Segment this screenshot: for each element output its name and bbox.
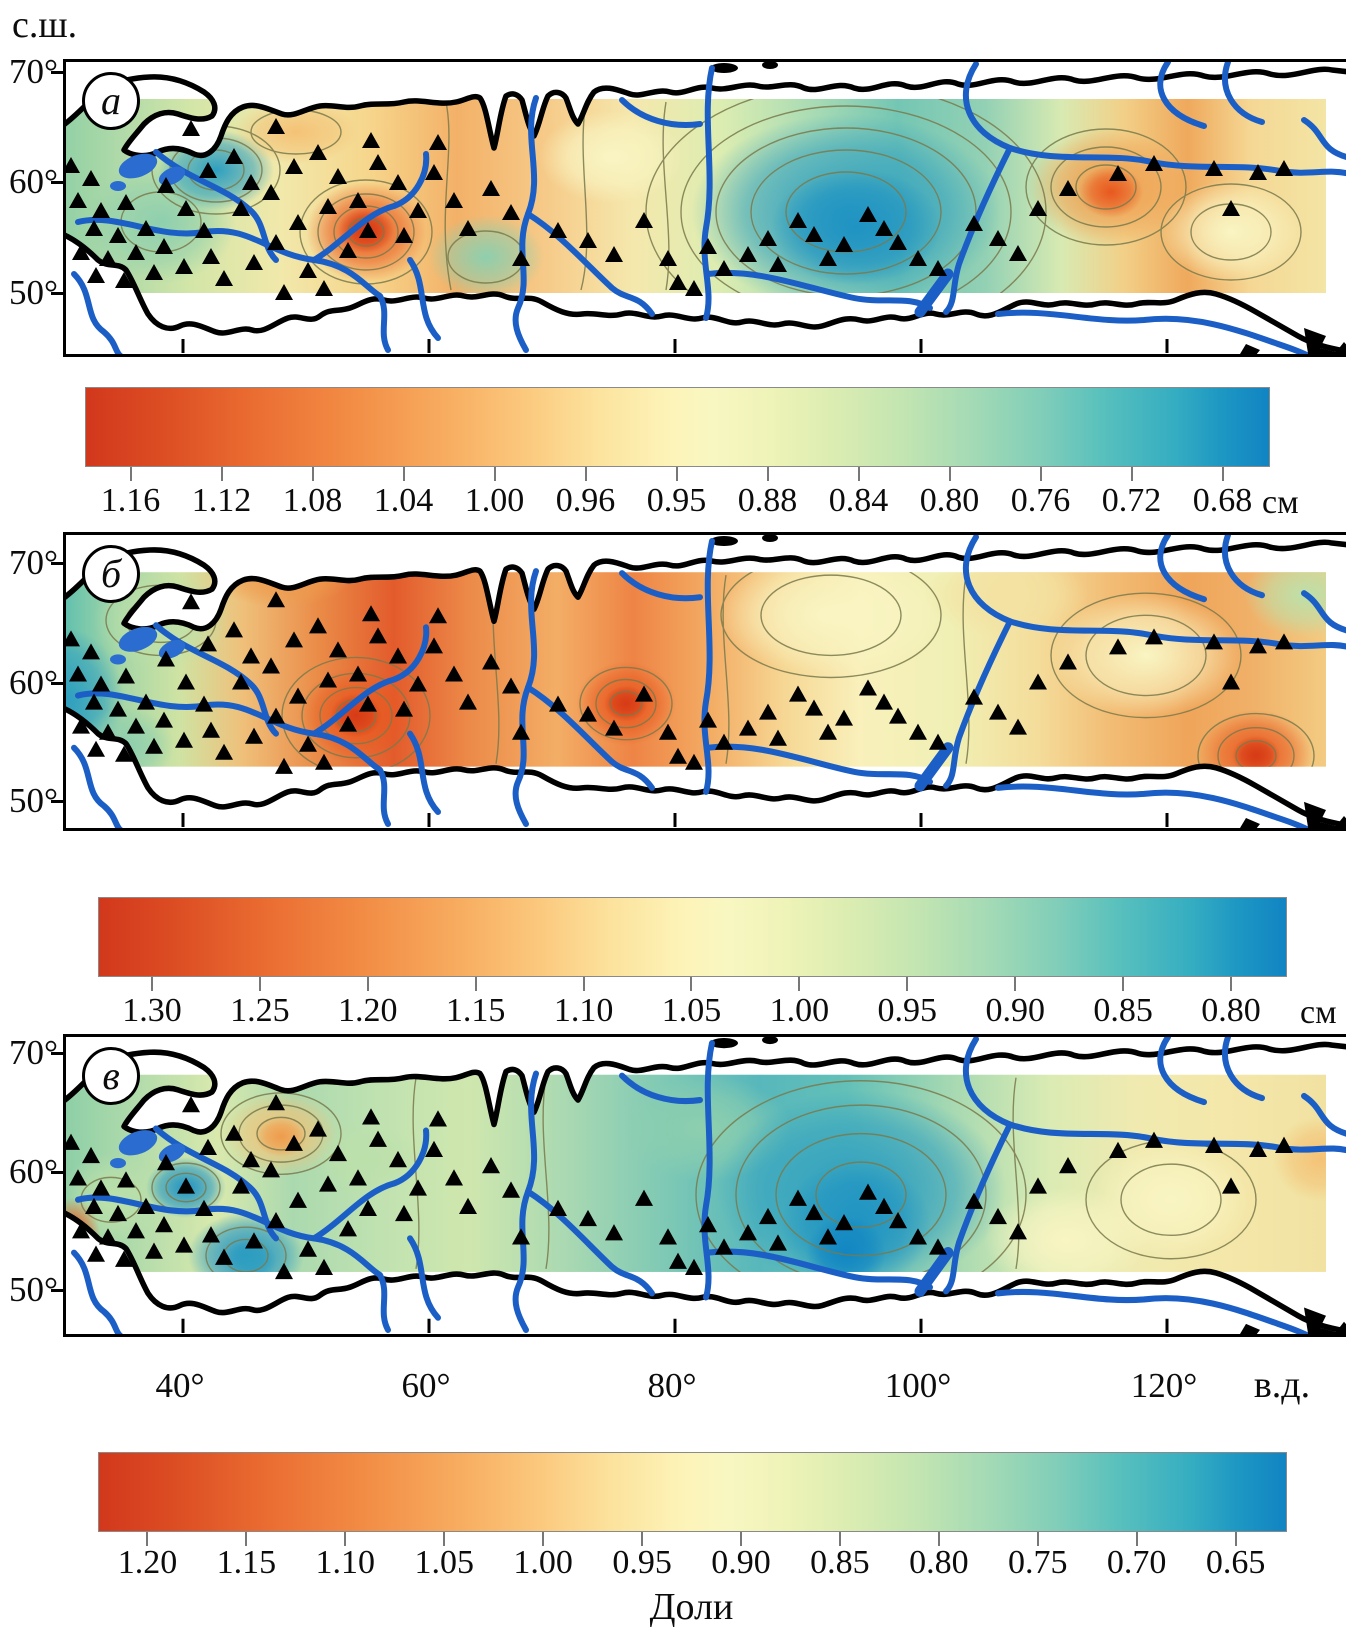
lat-tick xyxy=(51,1171,63,1174)
map-panel-v-canvas xyxy=(66,1037,1346,1334)
map-panel-a-canvas xyxy=(66,62,1346,354)
lon-label-40: 40° xyxy=(155,1366,205,1405)
lat-label-70-b: 70° xyxy=(9,543,58,582)
map-panel-a: а xyxy=(63,59,1346,357)
lat-label-60-a: 60° xyxy=(9,162,58,201)
panel-label-v: в xyxy=(82,1047,140,1105)
lat-tick xyxy=(51,1052,63,1055)
lat-label-50-b: 50° xyxy=(9,781,58,820)
colorbar-b-labels: 1.30 1.25 1.20 1.15 1.10 1.05 1.00 0.95 0.90… xyxy=(122,992,1261,1029)
lon-label-120: 120° xyxy=(1130,1366,1198,1405)
lat-tick xyxy=(51,682,63,685)
lat-tick xyxy=(51,71,63,74)
lat-label-70-v: 70° xyxy=(9,1033,58,1072)
axis-label-north-latitude: с.ш. xyxy=(12,4,78,46)
colorbar-v-ticks xyxy=(98,1532,1285,1546)
lat-label-60-b: 60° xyxy=(9,663,58,702)
lat-tick xyxy=(51,292,63,295)
lat-label-50-v: 50° xyxy=(9,1270,58,1309)
map-panel-b-canvas xyxy=(66,535,1346,828)
lat-tick xyxy=(51,562,63,565)
map-panel-v: в xyxy=(63,1034,1346,1337)
colorbar-a-unit: см xyxy=(1262,484,1299,521)
lat-label-60-v: 60° xyxy=(9,1152,58,1191)
colorbar-v-labels: 1.20 1.15 1.10 1.05 1.00 0.95 0.90 0.85 0.80… xyxy=(117,1544,1266,1581)
panel-label-a: а xyxy=(82,72,140,130)
map-panel-b: б xyxy=(63,532,1346,831)
lat-label-70-a: 70° xyxy=(9,52,58,91)
colorbar-a-ticks xyxy=(85,467,1268,481)
colorbar-v xyxy=(98,1452,1287,1532)
lon-label-80: 80° xyxy=(647,1366,697,1405)
axis-label-east-longitude: в.д. xyxy=(1253,1364,1311,1406)
lat-label-50-a: 50° xyxy=(9,273,58,312)
lat-tick xyxy=(51,800,63,803)
lon-label-100: 100° xyxy=(884,1366,952,1405)
colorbar-a-labels: 1.16 1.12 1.08 1.04 1.00 0.96 0.95 0.88 0.84… xyxy=(100,482,1253,519)
colorbar-b-unit: см xyxy=(1300,994,1337,1031)
lon-label-60: 60° xyxy=(401,1366,451,1405)
colorbar-b xyxy=(98,897,1287,977)
colorbar-a xyxy=(85,387,1270,467)
lat-tick xyxy=(51,1289,63,1292)
colorbar-v-unit: Доли xyxy=(649,1586,734,1628)
colorbar-b-ticks xyxy=(98,977,1285,991)
panel-label-b: б xyxy=(82,545,140,603)
lat-tick xyxy=(51,181,63,184)
